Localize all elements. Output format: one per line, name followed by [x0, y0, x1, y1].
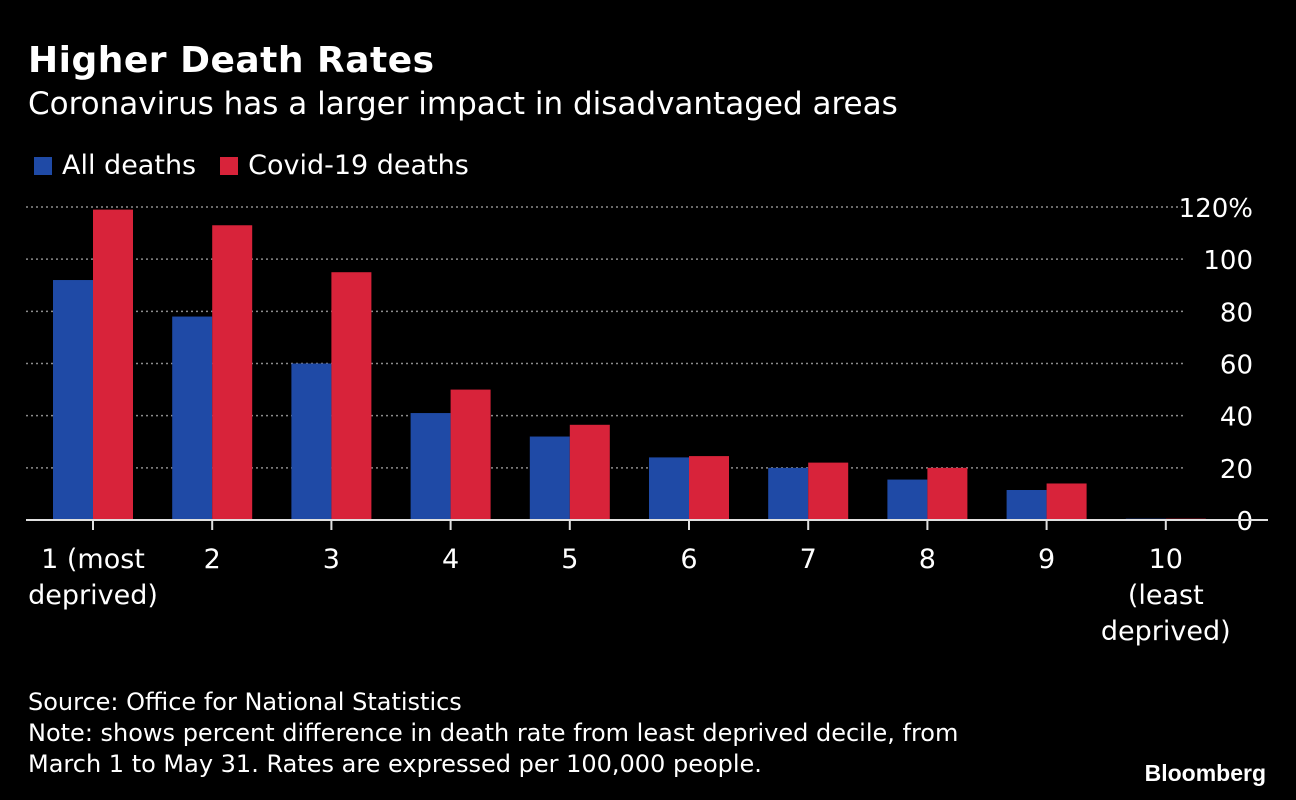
bar-all-deaths [1006, 490, 1047, 520]
bar-all-deaths [53, 280, 93, 520]
bar-covid-deaths [331, 272, 372, 520]
bar-covid-deaths [1046, 483, 1087, 520]
y-tick-label: 40 [1220, 403, 1253, 433]
x-tick-label: (least [1128, 580, 1204, 611]
x-tick-label: 2 [204, 544, 221, 575]
source-text: Source: Office for National Statistics [28, 688, 462, 716]
x-tick-label: 1 (most [41, 544, 145, 575]
y-tick-label: 100 [1203, 246, 1253, 276]
chart-footer: Source: Office for National Statistics N… [28, 687, 958, 780]
bar-all-deaths [529, 436, 570, 520]
bar-all-deaths [649, 457, 689, 520]
legend: All deaths Covid-19 deaths [34, 150, 493, 181]
chart-subtitle: Coronavirus has a larger impact in disad… [28, 86, 898, 122]
x-tick-label: 9 [1038, 544, 1055, 575]
legend-item-covid-deaths: Covid-19 deaths [220, 150, 469, 181]
x-tick-label: deprived) [28, 580, 158, 611]
bar-covid-deaths [212, 225, 253, 520]
legend-item-all-deaths: All deaths [34, 150, 196, 181]
y-tick-label: 120% [1179, 194, 1253, 224]
bar-covid-deaths [808, 462, 849, 520]
bloomberg-logo: Bloomberg [1144, 760, 1266, 786]
y-tick-label: 0 [1236, 507, 1253, 537]
legend-label-all-deaths: All deaths [62, 150, 197, 181]
legend-label-covid-deaths: Covid-19 deaths [248, 150, 469, 181]
note-text-line1: Note: shows percent difference in death … [28, 719, 959, 747]
x-tick-label: 7 [800, 544, 817, 575]
x-tick-label: 4 [442, 544, 459, 575]
chart-title: Higher Death Rates [28, 40, 435, 81]
x-tick-label: 5 [561, 544, 578, 575]
y-tick-label: 20 [1220, 455, 1253, 485]
x-tick-label: deprived) [1101, 616, 1231, 647]
bar-all-deaths [887, 479, 928, 520]
bar-covid-deaths [927, 467, 968, 520]
legend-swatch-all-deaths [34, 156, 52, 175]
bar-all-deaths [291, 363, 332, 520]
bar-all-deaths [410, 413, 451, 520]
bar-covid-deaths [450, 389, 491, 520]
x-tick-label: 3 [323, 544, 340, 575]
bar-covid-deaths [689, 456, 729, 520]
x-tick-label: 10 [1149, 544, 1183, 575]
y-tick-label: 80 [1220, 298, 1253, 328]
bar-all-deaths [768, 467, 809, 520]
legend-swatch-covid-deaths [220, 156, 239, 175]
y-tick-label: 60 [1220, 351, 1253, 381]
x-tick-label: 6 [680, 544, 697, 575]
bar-all-deaths [172, 316, 213, 520]
note-text-line2: March 1 to May 31. Rates are expressed p… [28, 750, 762, 778]
x-tick-label: 8 [919, 544, 936, 575]
bar-covid-deaths [93, 209, 133, 520]
bar-covid-deaths [569, 424, 610, 520]
